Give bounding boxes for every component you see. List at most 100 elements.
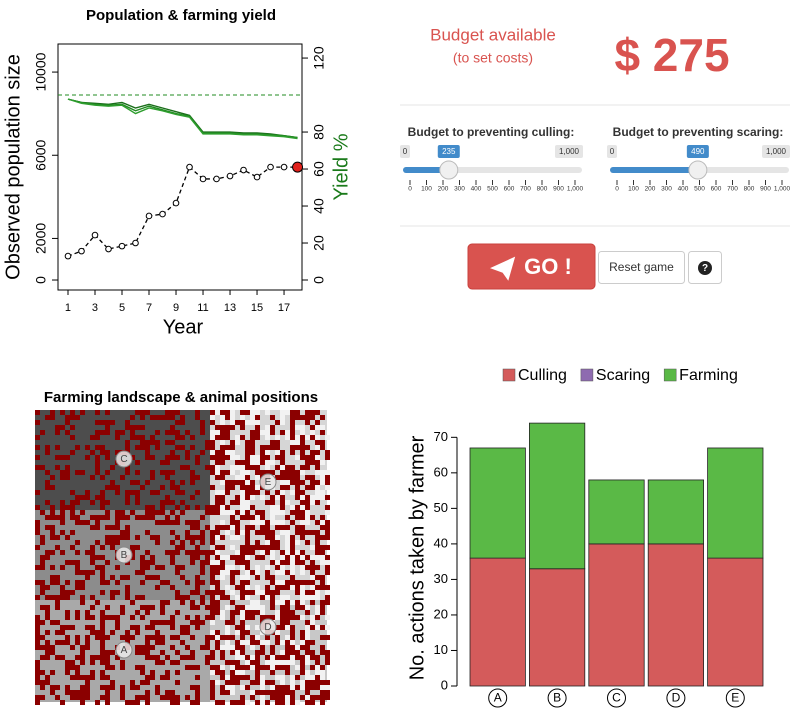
land-cell: [115, 435, 120, 440]
land-cell: [275, 570, 280, 575]
land-cell: [295, 665, 300, 670]
land-cell: [300, 465, 305, 470]
land-cell: [300, 655, 305, 660]
land-cell: [160, 565, 165, 570]
land-cell: [275, 635, 280, 640]
go-button-bg[interactable]: [467, 243, 596, 290]
slider-handle[interactable]: [688, 160, 708, 180]
land-cell: [275, 540, 280, 545]
land-cell: [275, 510, 280, 515]
land-cell: [180, 655, 185, 660]
land-cell: [165, 460, 170, 465]
land-cell: [175, 610, 180, 615]
land-cell: [200, 430, 205, 435]
land-cell: [285, 600, 290, 605]
land-cell: [95, 515, 100, 520]
send-icon[interactable]: [490, 256, 516, 281]
land-cell: [275, 695, 280, 700]
land-cell: [95, 430, 100, 435]
slider-handle[interactable]: [439, 160, 459, 180]
land-cell: [195, 695, 200, 700]
land-cell: [280, 410, 285, 415]
land-cell: [200, 560, 205, 565]
land-cell: [265, 565, 270, 570]
land-cell: [280, 520, 285, 525]
series-line: [67, 98, 298, 139]
land-cell: [310, 700, 315, 705]
land-cell: [35, 700, 40, 705]
land-cell: [175, 490, 180, 495]
land-cell: [70, 500, 75, 505]
land-cell: [325, 565, 330, 570]
category-badge: [547, 688, 567, 708]
land-cell: [210, 455, 215, 460]
land-cell: [75, 615, 80, 620]
go-button[interactable]: GO !: [467, 243, 596, 290]
land-cell: [180, 575, 185, 580]
land-cell: [100, 500, 105, 505]
land-cell: [240, 610, 245, 615]
land-cell: [125, 465, 130, 470]
slider-tick-label: 400: [471, 186, 482, 193]
land-cell: [300, 445, 305, 450]
land-cell: [90, 435, 95, 440]
land-cell: [250, 465, 255, 470]
data-point: [145, 212, 153, 220]
y-tick-label: 30: [434, 571, 448, 586]
land-cell: [315, 470, 320, 475]
land-cell: [255, 470, 260, 475]
data-point: [105, 245, 112, 253]
land-cell: [275, 475, 280, 480]
land-cell: [275, 585, 280, 590]
land-cell: [280, 660, 285, 665]
land-cell: [115, 535, 120, 540]
land-cell: [250, 570, 255, 575]
land-cell: [80, 410, 85, 415]
reset-button-bg[interactable]: [598, 251, 685, 284]
land-cell: [60, 565, 65, 570]
land-cell: [305, 565, 310, 570]
land-cell: [105, 430, 110, 435]
land-cell: [50, 515, 55, 520]
help-icon[interactable]: [698, 261, 712, 275]
land-cell: [105, 665, 110, 670]
land-cell: [220, 570, 225, 575]
land-cell: [215, 435, 220, 440]
land-cell: [80, 660, 85, 665]
reset-label[interactable]: Reset game: [609, 260, 674, 274]
land-cell: [60, 410, 65, 415]
help-button[interactable]: ?: [688, 251, 722, 284]
land-cell: [235, 480, 240, 485]
land-cell: [195, 685, 200, 690]
land-cell: [320, 480, 325, 485]
go-label[interactable]: GO !: [524, 254, 572, 279]
land-cell: [285, 475, 290, 480]
land-cell: [95, 495, 100, 500]
land-cell: [295, 510, 300, 515]
land-cell: [135, 425, 140, 430]
reset-button[interactable]: Reset game: [598, 251, 685, 284]
land-cell: [305, 475, 310, 480]
land-cell: [200, 620, 205, 625]
land-cell: [300, 615, 305, 620]
land-cell: [220, 650, 225, 655]
land-cell: [210, 470, 215, 475]
help-label[interactable]: ?: [702, 263, 708, 274]
land-cell: [235, 630, 240, 635]
slider-tick-label: 200: [438, 186, 449, 193]
land-cell: [95, 700, 100, 705]
land-cell: [255, 475, 260, 480]
land-cell: [135, 470, 140, 475]
land-cell: [235, 605, 240, 610]
land-cell: [100, 675, 105, 680]
land-cell: [175, 660, 180, 665]
land-cell: [170, 700, 175, 705]
land-cell: [245, 625, 250, 630]
land-cell: [75, 540, 80, 545]
slider-value-box: [437, 145, 460, 158]
land-cell: [240, 685, 245, 690]
land-cell: [285, 670, 290, 675]
land-cell: [65, 475, 70, 480]
land-cell: [185, 520, 190, 525]
land-cell: [320, 585, 325, 590]
